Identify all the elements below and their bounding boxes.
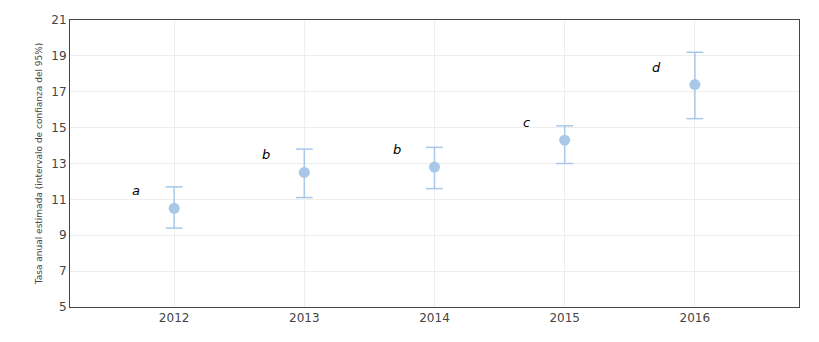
svg-text:b: b [393, 142, 401, 157]
svg-text:13: 13 [51, 157, 66, 171]
svg-text:d: d [652, 60, 661, 75]
svg-text:2014: 2014 [419, 311, 450, 325]
svg-text:19: 19 [51, 49, 66, 63]
svg-text:9: 9 [59, 228, 67, 242]
svg-text:Tasa anual estimada (intervalo: Tasa anual estimada (intervalo de confia… [34, 43, 44, 286]
svg-text:21: 21 [51, 13, 66, 27]
svg-text:2016: 2016 [680, 311, 711, 325]
svg-text:17: 17 [51, 85, 66, 99]
svg-text:a: a [132, 183, 140, 198]
svg-text:5: 5 [59, 300, 67, 314]
svg-text:7: 7 [59, 264, 67, 278]
svg-text:2015: 2015 [549, 311, 580, 325]
svg-text:11: 11 [51, 193, 66, 207]
svg-text:b: b [262, 147, 270, 162]
svg-text:2012: 2012 [159, 311, 190, 325]
svg-text:2013: 2013 [289, 311, 320, 325]
svg-text:15: 15 [51, 121, 66, 135]
svg-text:c: c [523, 115, 530, 130]
